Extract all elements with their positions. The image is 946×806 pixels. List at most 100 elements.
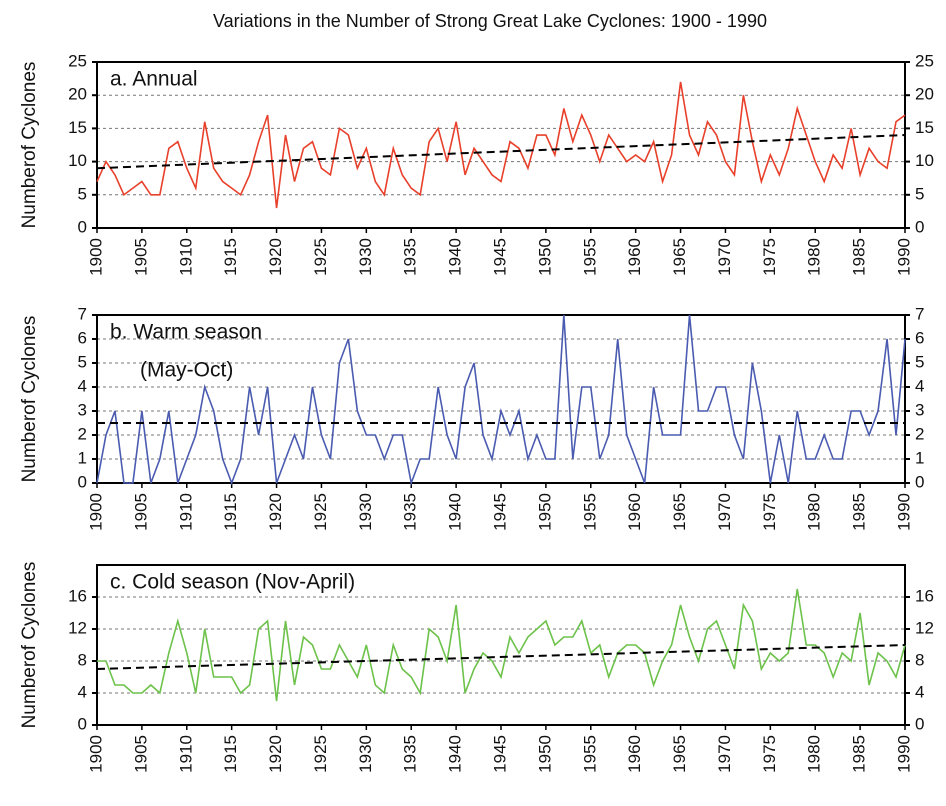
x-tick-label: 1955 <box>580 238 599 276</box>
x-tick-label: 1910 <box>176 493 195 531</box>
x-tick-label: 1965 <box>670 493 689 531</box>
x-tick-label: 1985 <box>850 735 869 773</box>
y-tick-label: 5 <box>78 184 87 203</box>
y-tick-label: 20 <box>68 85 87 104</box>
y2-tick-label: 5 <box>915 352 924 371</box>
y2-tick-label: 5 <box>915 184 924 203</box>
x-tick-label: 1900 <box>86 238 105 276</box>
x-tick-label: 1985 <box>850 238 869 276</box>
plot-frame <box>96 314 906 484</box>
y2-tick-label: 1 <box>915 448 924 467</box>
y-tick-label: 6 <box>78 328 87 347</box>
x-tick-label: 1985 <box>850 493 869 531</box>
x-tick-label: 1900 <box>86 735 105 773</box>
chart-title: Variations in the Number of Strong Great… <box>213 11 767 31</box>
x-tick-label: 1980 <box>805 493 824 531</box>
y-tick-label: 7 <box>78 304 87 323</box>
plot-frame <box>96 61 906 229</box>
y-tick-label: 0 <box>78 714 87 733</box>
data-line <box>96 81 906 209</box>
y-tick-label: 4 <box>78 376 87 395</box>
x-tick-label: 1990 <box>894 735 913 773</box>
y-tick-label: 0 <box>78 217 87 236</box>
x-tick-label: 1945 <box>490 493 509 531</box>
y2-tick-label: 8 <box>915 650 924 669</box>
x-tick-label: 1935 <box>401 238 420 276</box>
y2-tick-label: 3 <box>915 400 924 419</box>
x-tick-label: 1970 <box>715 238 734 276</box>
y2-tick-label: 25 <box>915 51 934 70</box>
y-tick-label: 0 <box>78 472 87 491</box>
y2-tick-label: 12 <box>915 618 934 637</box>
x-tick-label: 1930 <box>356 238 375 276</box>
y2-tick-label: 20 <box>915 85 934 104</box>
x-tick-label: 1920 <box>266 735 285 773</box>
x-tick-label: 1960 <box>625 238 644 276</box>
x-tick-label: 1965 <box>670 735 689 773</box>
y2-tick-label: 0 <box>915 217 924 236</box>
panel-label: (May-Oct) <box>140 359 233 382</box>
x-tick-label: 1930 <box>356 493 375 531</box>
x-tick-label: 1955 <box>580 735 599 773</box>
x-tick-label: 1960 <box>625 735 644 773</box>
x-tick-label: 1905 <box>131 238 150 276</box>
x-tick-label: 1965 <box>670 238 689 276</box>
x-tick-label: 1935 <box>401 493 420 531</box>
y2-tick-label: 16 <box>915 586 934 605</box>
x-tick-label: 1915 <box>221 238 240 276</box>
x-tick-label: 1905 <box>131 735 150 773</box>
y-tick-label: 10 <box>68 151 87 170</box>
x-tick-label: 1925 <box>311 493 330 531</box>
y-tick-label: 4 <box>78 682 87 701</box>
x-tick-label: 1900 <box>86 493 105 531</box>
y-tick-label: 1 <box>78 448 87 467</box>
x-tick-label: 1910 <box>176 735 195 773</box>
x-tick-label: 1920 <box>266 238 285 276</box>
x-tick-label: 1950 <box>535 493 554 531</box>
y-tick-label: 5 <box>78 352 87 371</box>
panel-label: b. Warm season <box>110 321 262 344</box>
y-axis-label: Numberof Cyclones <box>19 316 40 483</box>
x-tick-label: 1955 <box>580 493 599 531</box>
y2-tick-label: 6 <box>915 328 924 347</box>
y-tick-label: 12 <box>68 618 87 637</box>
panel-label: c. Cold season (Nov-April) <box>110 571 355 594</box>
x-tick-label: 1925 <box>311 735 330 773</box>
x-tick-label: 1990 <box>894 238 913 276</box>
y-tick-label: 3 <box>78 400 87 419</box>
y-tick-label: 16 <box>68 586 87 605</box>
x-tick-label: 1945 <box>490 735 509 773</box>
y-tick-label: 25 <box>68 51 87 70</box>
trend-line <box>96 134 906 170</box>
x-tick-label: 1915 <box>221 735 240 773</box>
x-tick-label: 1975 <box>760 735 779 773</box>
y-axis-label: Numberof Cyclones <box>19 62 40 229</box>
x-tick-label: 1950 <box>535 735 554 773</box>
x-tick-label: 1940 <box>446 735 465 773</box>
y2-tick-label: 7 <box>915 304 924 323</box>
x-tick-label: 1925 <box>311 238 330 276</box>
trend-line <box>96 644 906 670</box>
x-tick-label: 1980 <box>805 238 824 276</box>
y-tick-label: 15 <box>68 118 87 137</box>
panel-label: a. Annual <box>110 68 198 91</box>
x-tick-label: 1930 <box>356 735 375 773</box>
y2-tick-label: 4 <box>915 682 924 701</box>
x-tick-label: 1960 <box>625 493 644 531</box>
y2-tick-label: 10 <box>915 151 934 170</box>
data-line <box>97 588 906 702</box>
x-tick-label: 1915 <box>221 493 240 531</box>
data-line <box>96 314 906 486</box>
x-tick-label: 1920 <box>266 493 285 531</box>
y2-tick-label: 0 <box>915 472 924 491</box>
y-tick-label: 2 <box>78 424 87 443</box>
y2-tick-label: 0 <box>915 714 924 733</box>
x-tick-label: 1950 <box>535 238 554 276</box>
x-tick-label: 1970 <box>715 735 734 773</box>
y2-tick-label: 15 <box>915 118 934 137</box>
x-tick-label: 1990 <box>894 493 913 531</box>
x-tick-label: 1975 <box>760 493 779 531</box>
x-tick-label: 1935 <box>401 735 420 773</box>
x-tick-label: 1945 <box>490 238 509 276</box>
